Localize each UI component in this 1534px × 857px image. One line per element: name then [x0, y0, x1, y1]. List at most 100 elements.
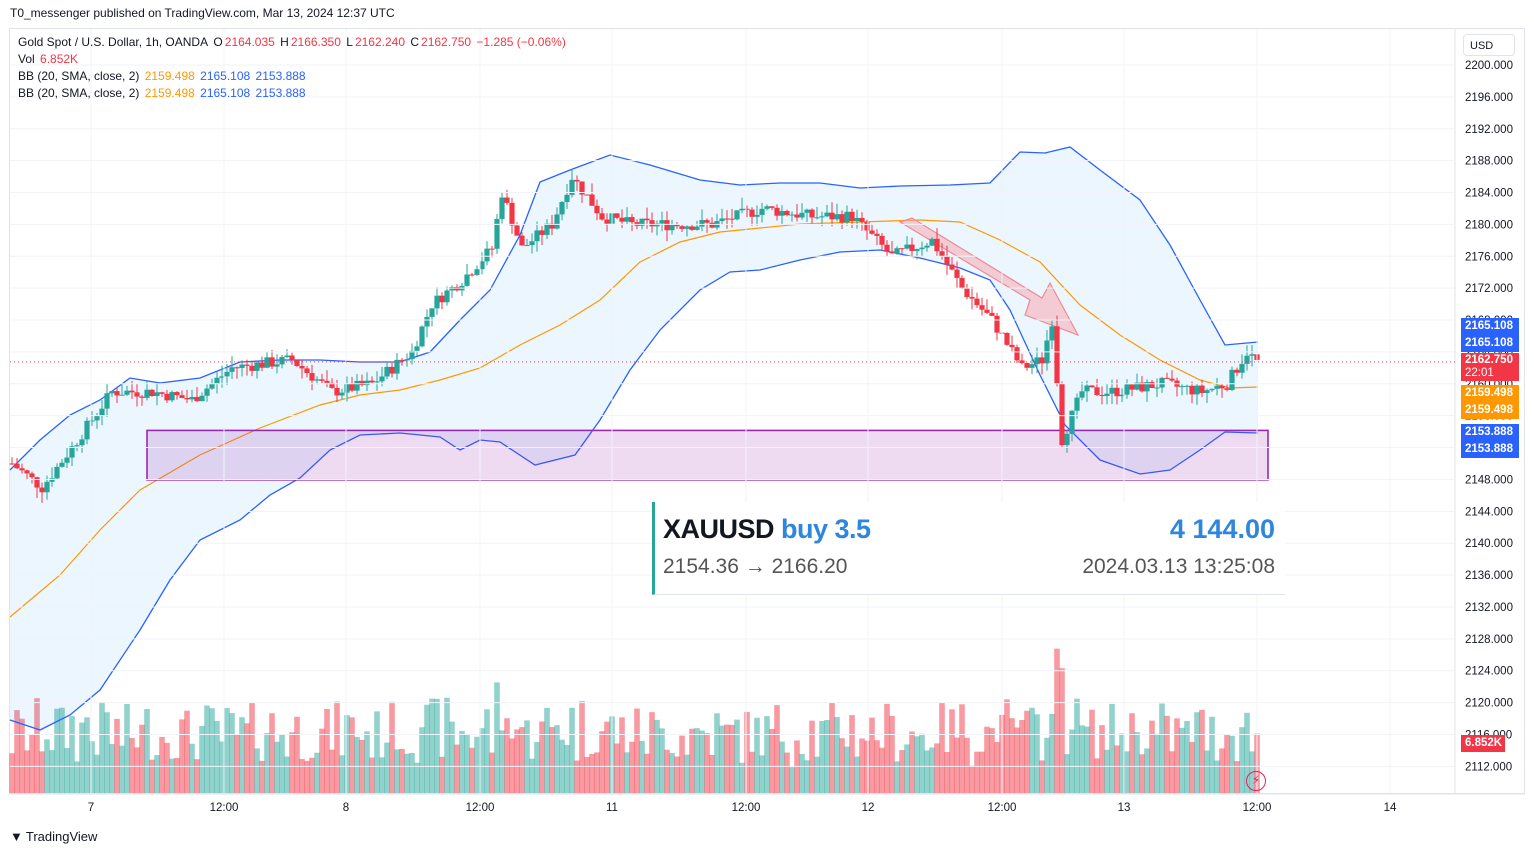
candle[interactable]: [624, 207, 630, 225]
candle[interactable]: [264, 351, 270, 369]
candle[interactable]: [1184, 384, 1190, 395]
candle[interactable]: [404, 353, 410, 367]
candle[interactable]: [769, 206, 775, 211]
candle[interactable]: [1134, 373, 1140, 391]
candle[interactable]: [1054, 315, 1060, 387]
candle[interactable]: [1074, 393, 1080, 419]
candle[interactable]: [374, 371, 380, 391]
candle[interactable]: [209, 378, 215, 390]
candle[interactable]: [149, 389, 155, 397]
candle[interactable]: [139, 394, 145, 406]
candle[interactable]: [114, 386, 120, 404]
arrow-annotation[interactable]: [898, 217, 1080, 337]
candle[interactable]: [1059, 381, 1065, 447]
candle[interactable]: [49, 467, 55, 487]
candle[interactable]: [309, 364, 315, 391]
candle[interactable]: [674, 221, 680, 229]
candle[interactable]: [664, 211, 670, 242]
candle[interactable]: [949, 257, 955, 271]
candle[interactable]: [54, 463, 60, 481]
candle[interactable]: [874, 229, 880, 246]
candle[interactable]: [1244, 345, 1250, 371]
candle[interactable]: [809, 208, 815, 224]
candle[interactable]: [224, 364, 230, 386]
candle[interactable]: [179, 390, 185, 399]
candle[interactable]: [1249, 345, 1255, 367]
candle[interactable]: [24, 469, 30, 480]
candle[interactable]: [619, 209, 625, 229]
candle[interactable]: [534, 221, 540, 252]
candle[interactable]: [494, 214, 500, 254]
candle[interactable]: [314, 376, 320, 385]
candle[interactable]: [679, 224, 685, 232]
candle[interactable]: [234, 366, 240, 379]
candle[interactable]: [904, 236, 910, 250]
candle[interactable]: [774, 204, 780, 221]
candle[interactable]: [289, 352, 295, 365]
candle[interactable]: [719, 208, 725, 226]
candle[interactable]: [369, 376, 375, 384]
candle[interactable]: [429, 308, 435, 327]
candle[interactable]: [1029, 355, 1035, 375]
candle[interactable]: [14, 457, 20, 470]
tradingview-logo[interactable]: ▼ TradingView: [10, 829, 97, 844]
candle[interactable]: [559, 201, 565, 221]
candle[interactable]: [269, 350, 275, 370]
candle[interactable]: [1019, 353, 1025, 365]
candle[interactable]: [954, 261, 960, 289]
candle[interactable]: [474, 265, 480, 277]
candle[interactable]: [439, 292, 445, 310]
candle[interactable]: [574, 175, 580, 191]
candle[interactable]: [1039, 351, 1045, 375]
candle[interactable]: [499, 191, 505, 224]
candle[interactable]: [69, 441, 75, 467]
candle[interactable]: [1209, 388, 1215, 393]
candle[interactable]: [629, 213, 635, 232]
candle[interactable]: [109, 390, 115, 397]
candle[interactable]: [599, 207, 605, 221]
candle[interactable]: [859, 212, 865, 231]
candle[interactable]: [174, 391, 180, 400]
candle[interactable]: [589, 183, 595, 206]
candle[interactable]: [834, 203, 840, 222]
candle[interactable]: [1199, 379, 1205, 398]
candle[interactable]: [929, 237, 935, 247]
candle[interactable]: [284, 349, 290, 358]
candle[interactable]: [544, 219, 550, 240]
candle[interactable]: [529, 233, 535, 254]
candle[interactable]: [924, 242, 930, 252]
candle[interactable]: [74, 442, 80, 452]
candle[interactable]: [969, 286, 975, 310]
candle[interactable]: [184, 389, 190, 404]
candle[interactable]: [194, 387, 200, 403]
currency-button[interactable]: USD: [1463, 34, 1515, 56]
candle[interactable]: [444, 286, 450, 306]
candle[interactable]: [709, 217, 715, 229]
candle[interactable]: [164, 389, 170, 403]
candle[interactable]: [864, 219, 870, 240]
candle[interactable]: [604, 213, 610, 232]
candle[interactable]: [124, 385, 130, 396]
candle[interactable]: [29, 471, 35, 484]
candle[interactable]: [509, 197, 515, 234]
candle[interactable]: [89, 411, 95, 426]
candle[interactable]: [389, 362, 395, 378]
candle[interactable]: [324, 370, 330, 388]
candle[interactable]: [189, 389, 195, 403]
candle[interactable]: [754, 205, 760, 226]
candle[interactable]: [869, 224, 875, 235]
candle[interactable]: [154, 383, 160, 406]
candle[interactable]: [1224, 384, 1230, 392]
candle[interactable]: [1129, 384, 1135, 397]
candle[interactable]: [1219, 383, 1225, 398]
candle[interactable]: [1189, 381, 1195, 404]
candle[interactable]: [59, 458, 65, 468]
candle[interactable]: [414, 340, 420, 356]
candle[interactable]: [724, 210, 730, 229]
candle[interactable]: [689, 224, 695, 231]
candle[interactable]: [1124, 379, 1130, 399]
candle[interactable]: [1049, 319, 1055, 350]
candle[interactable]: [1159, 376, 1165, 393]
candle[interactable]: [1179, 383, 1185, 396]
candle[interactable]: [839, 210, 845, 229]
